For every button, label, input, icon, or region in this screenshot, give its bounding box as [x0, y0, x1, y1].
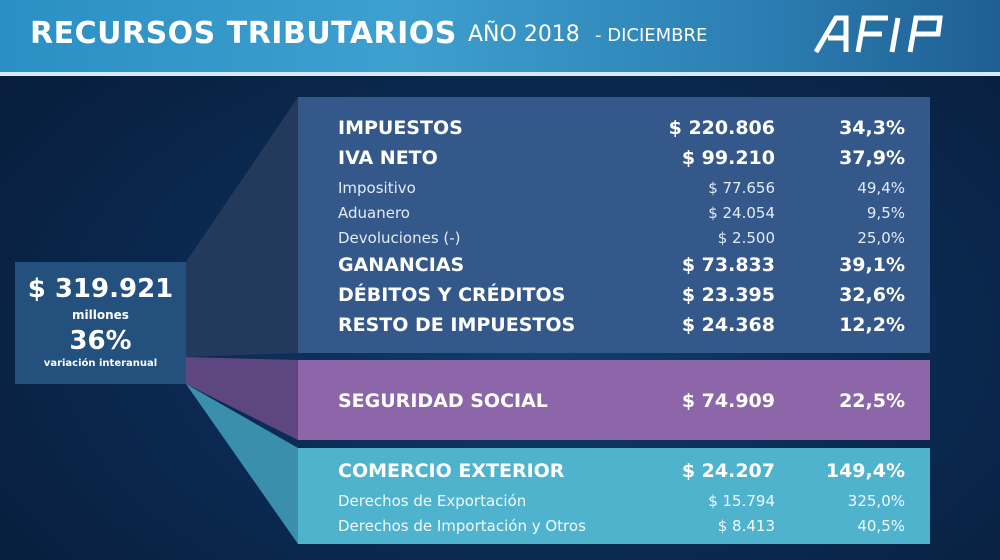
row-amount: $ 15.794 — [708, 492, 775, 510]
variation-label: variación interanual — [43, 358, 158, 369]
row-amount: $ 24.368 — [681, 314, 775, 336]
row-amount: $ 8.413 — [717, 517, 775, 535]
row-label: Derechos de Exportación — [338, 492, 527, 510]
comercio-exterior-panel: COMERCIO EXTERIOR $ 24.207 149,4% Derech… — [298, 448, 930, 544]
row-label: RESTO DE IMPUESTOS — [338, 314, 576, 336]
row-pct: 39,1% — [839, 254, 905, 276]
row-pct: 34,3% — [839, 117, 905, 139]
row-label: IVA NETO — [338, 147, 438, 169]
funnel-seguridad-social — [186, 357, 298, 440]
funnel-comercio-exterior — [186, 384, 298, 544]
row-pct: 22,5% — [839, 390, 905, 412]
row-amount: $ 77.656 — [708, 179, 775, 197]
header-divider — [0, 72, 1000, 76]
total-amount: $ 319.921 — [27, 274, 174, 304]
row-label: DÉBITOS Y CRÉDITOS — [338, 284, 566, 306]
row-amount: $ 24.054 — [708, 204, 775, 222]
header-bar: RECURSOS TRIBUTARIOS AÑO 2018 - DICIEMBR… — [0, 0, 1000, 72]
row-pct: 32,6% — [839, 284, 905, 306]
row-amount: $ 73.833 — [681, 254, 775, 276]
page-title: RECURSOS TRIBUTARIOS — [30, 16, 457, 51]
row-label: IMPUESTOS — [338, 117, 463, 139]
funnel-impuestos — [186, 97, 298, 357]
row-label: Devoluciones (-) — [338, 229, 461, 247]
row-label: GANANCIAS — [338, 254, 465, 276]
row-pct: 149,4% — [825, 460, 905, 482]
impuestos-panel: IMPUESTOS $ 220.806 34,3% IVA NETO $ 99.… — [298, 97, 930, 353]
summary-box: $ 319.921 millones 36% variación interan… — [15, 262, 186, 384]
row-pct: 325,0% — [847, 492, 905, 510]
row-label: Impositivo — [338, 179, 416, 197]
row-amount: $ 2.500 — [717, 229, 775, 247]
row-amount: $ 74.909 — [681, 390, 775, 412]
row-pct: 37,9% — [839, 147, 905, 169]
row-amount: $ 220.806 — [668, 117, 775, 139]
row-pct: 40,5% — [857, 517, 905, 535]
afip-logo — [813, 15, 943, 54]
row-amount: $ 24.207 — [681, 460, 775, 482]
row-pct: 9,5% — [866, 204, 905, 222]
row-pct: 25,0% — [857, 229, 905, 247]
year-label: AÑO 2018 — [468, 22, 580, 47]
row-label: SEGURIDAD SOCIAL — [338, 390, 548, 412]
month-label: - DICIEMBRE — [595, 25, 708, 46]
row-amount: $ 23.395 — [681, 284, 775, 306]
row-label: Aduanero — [338, 204, 410, 222]
row-label: COMERCIO EXTERIOR — [338, 460, 565, 482]
row-pct: 49,4% — [857, 179, 905, 197]
total-variation: 36% — [69, 326, 132, 356]
total-unit: millones — [72, 308, 129, 322]
row-amount: $ 99.210 — [681, 147, 775, 169]
row-pct: 12,2% — [839, 314, 905, 336]
row-label: Derechos de Importación y Otros — [338, 517, 586, 535]
seguridad-social-panel: SEGURIDAD SOCIAL $ 74.909 22,5% — [298, 360, 930, 440]
